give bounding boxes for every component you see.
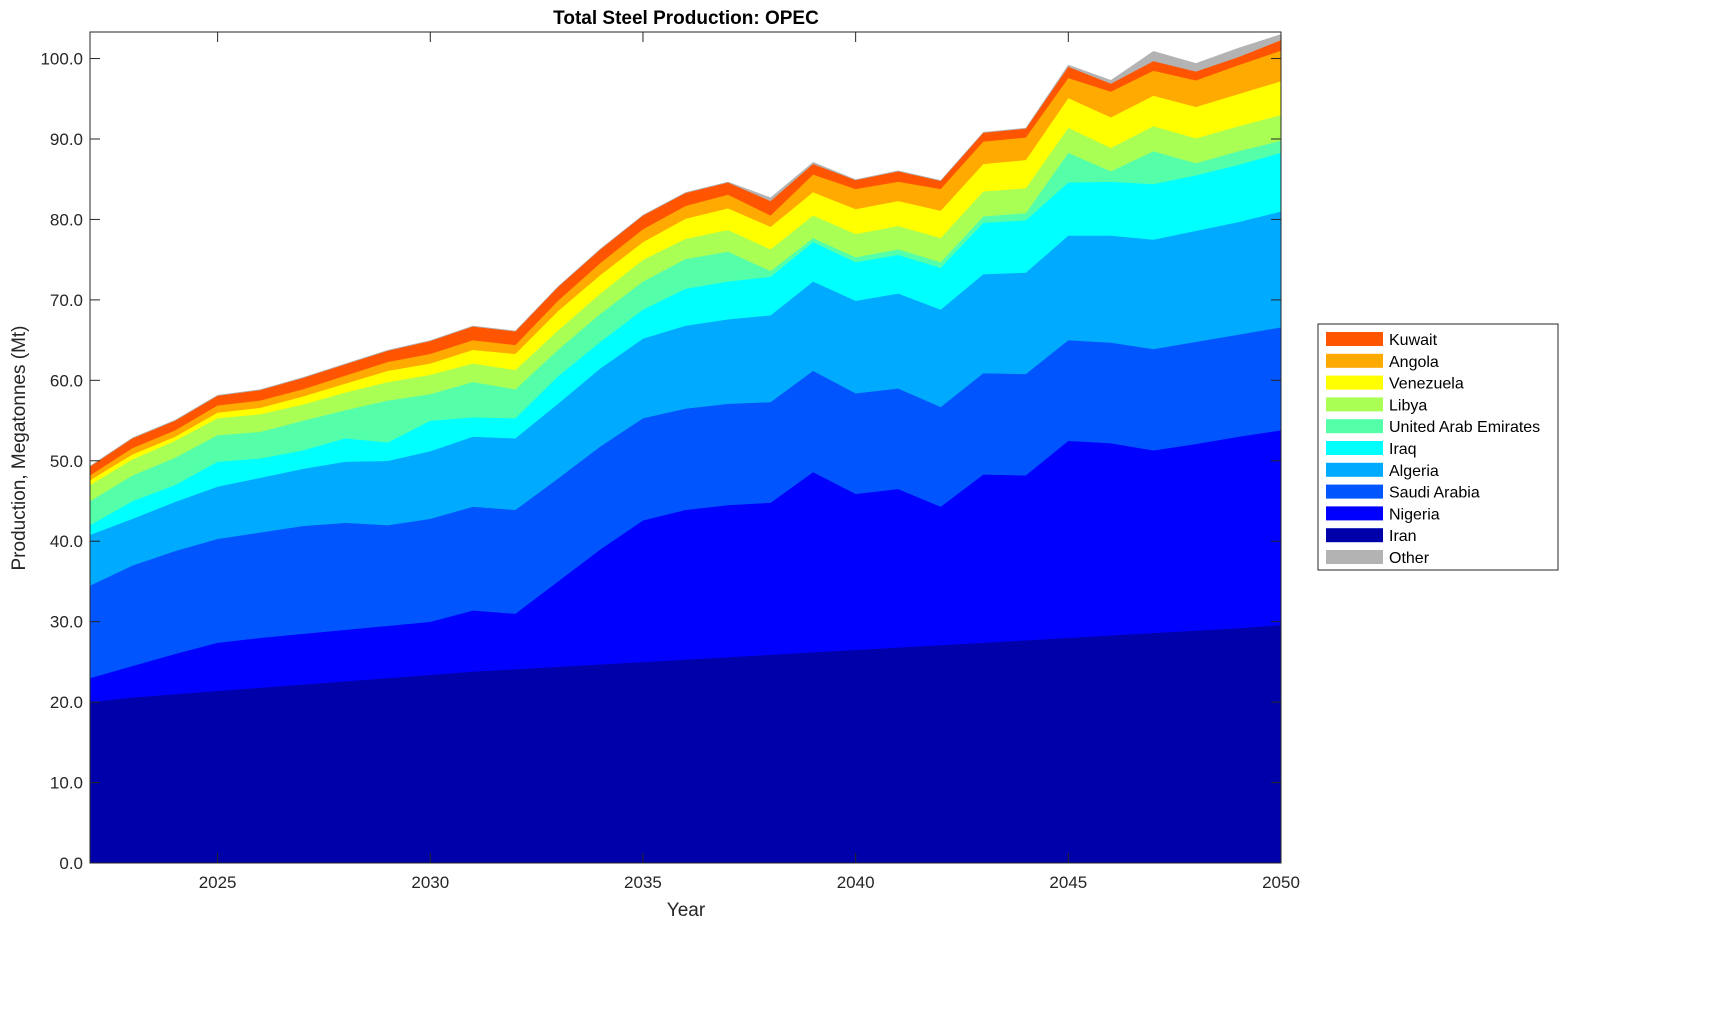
y-tick-label: 40.0: [50, 532, 83, 551]
legend-label-united-arab-emirates: United Arab Emirates: [1389, 419, 1540, 436]
legend-label-iran: Iran: [1389, 528, 1417, 545]
area-layers: [89, 34, 1282, 864]
legend-label-algeria: Algeria: [1389, 463, 1439, 480]
y-axis-label: Production, Megatonnes (Mt): [9, 325, 30, 570]
y-tick-label: 90.0: [50, 130, 83, 149]
legend-label-saudi-arabia: Saudi Arabia: [1389, 485, 1480, 502]
legend-label-kuwait: Kuwait: [1389, 332, 1438, 349]
legend-swatch-venezuela: [1326, 375, 1383, 390]
x-tick-label: 2045: [1049, 873, 1087, 892]
legend-swatch-iran: [1326, 528, 1383, 543]
x-tick-label: 2035: [624, 873, 662, 892]
x-axis-label: Year: [667, 900, 706, 921]
y-tick-label: 20.0: [50, 693, 83, 712]
legend-swatch-angola: [1326, 353, 1383, 368]
y-tick-label: 80.0: [50, 210, 83, 229]
legend-swatch-united-arab-emirates: [1326, 419, 1383, 434]
legend-swatch-other: [1326, 550, 1383, 564]
y-tick-label: 10.0: [50, 774, 83, 793]
plot-frame: [89, 31, 1282, 864]
legend: Kuwait Angola Venezuela Libya United Arab Em…: [1317, 323, 1559, 571]
legend-swatch-algeria: [1326, 462, 1383, 477]
legend-label-angola: Angola: [1389, 354, 1439, 371]
y-tick-label: 50.0: [50, 452, 83, 471]
legend-swatch-saudi-arabia: [1326, 484, 1383, 499]
x-tick-label: 2030: [411, 873, 449, 892]
x-tick-label: 2025: [199, 873, 237, 892]
legend-label-iraq: Iraq: [1389, 441, 1417, 458]
y-tick-label: 100.0: [40, 50, 83, 69]
x-tick-label: 2050: [1262, 873, 1300, 892]
chart-title: Total Steel Production: OPEC: [553, 8, 819, 29]
y-tick-label: 0.0: [59, 854, 83, 873]
y-tick-label: 30.0: [50, 613, 83, 632]
legend-label-other: Other: [1389, 550, 1430, 567]
y-axis: 0.0 10.0 20.0 30.0 40.0 50.0 60.0 70.0 80.0 90.0 1…: [40, 50, 1281, 873]
y-tick-label: 70.0: [50, 291, 83, 310]
legend-swatch-libya: [1326, 397, 1383, 412]
legend-label-libya: Libya: [1389, 397, 1427, 414]
legend-swatch-iraq: [1326, 441, 1383, 455]
legend-label-venezuela: Venezuela: [1389, 376, 1464, 393]
legend-label-nigeria: Nigeria: [1389, 506, 1440, 523]
y-tick-label: 60.0: [50, 371, 83, 390]
x-tick-label: 2040: [837, 873, 875, 892]
legend-swatch-nigeria: [1326, 506, 1383, 521]
legend-swatch-kuwait: [1326, 332, 1383, 346]
x-axis: 2025 2030 2035 2040 2045 2050: [199, 32, 1300, 892]
